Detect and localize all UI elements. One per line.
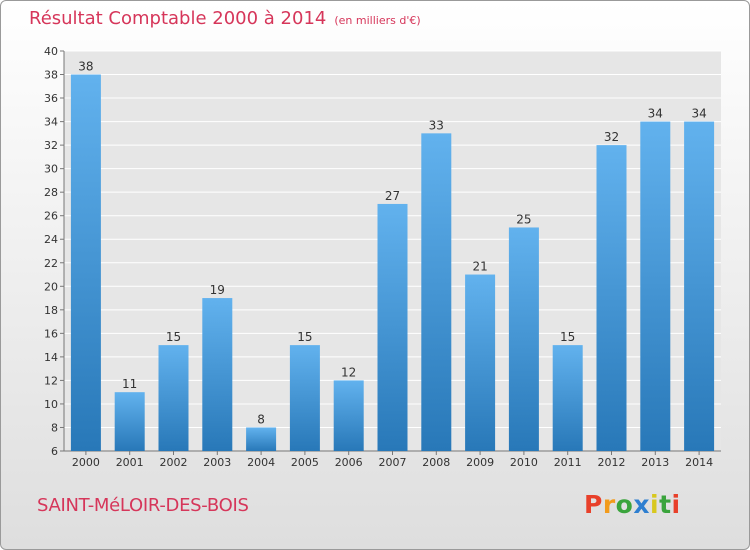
logo-letter: x [633, 490, 650, 519]
logo-letter: P [584, 490, 603, 519]
bar [465, 274, 496, 451]
y-tick-label: 24 [44, 233, 58, 246]
x-tick-label: 2011 [554, 456, 582, 469]
bar [508, 227, 539, 451]
y-tick-label: 8 [51, 421, 58, 434]
bar [552, 345, 583, 451]
bar-value-label: 15 [166, 330, 181, 344]
bar-value-label: 32 [604, 130, 619, 144]
x-tick-label: 2007 [379, 456, 407, 469]
logo-letter: t [659, 490, 672, 519]
bar [202, 298, 233, 451]
bar-value-label: 12 [341, 365, 356, 379]
bar [421, 133, 452, 451]
x-tick-label: 2012 [598, 456, 626, 469]
x-tick-label: 2008 [422, 456, 450, 469]
bar-value-label: 27 [385, 189, 400, 203]
y-tick-label: 22 [44, 257, 58, 270]
y-tick-label: 20 [44, 280, 58, 293]
chart-title-text: Résultat Comptable 2000 à 2014 [29, 8, 327, 29]
y-tick-label: 40 [44, 45, 58, 58]
x-tick-label: 2000 [72, 456, 100, 469]
y-tick-label: 14 [44, 351, 58, 364]
bar-value-label: 33 [429, 118, 444, 132]
y-tick-label: 30 [44, 163, 58, 176]
bar [596, 145, 627, 451]
bar [70, 74, 101, 451]
bar-value-label: 19 [210, 283, 225, 297]
y-tick-label: 16 [44, 327, 58, 340]
bar [684, 121, 715, 452]
bar-value-label: 25 [516, 212, 531, 226]
bar [246, 427, 277, 451]
bar-value-label: 15 [297, 330, 312, 344]
commune-name: SAINT-MéLOIR-DES-BOIS [37, 495, 249, 516]
y-tick-label: 32 [44, 139, 58, 152]
bar-value-label: 38 [78, 60, 93, 74]
x-tick-label: 2009 [466, 456, 494, 469]
x-tick-label: 2004 [247, 456, 275, 469]
bar [158, 345, 189, 451]
bar-value-label: 11 [122, 377, 137, 391]
x-tick-label: 2001 [116, 456, 144, 469]
x-tick-label: 2014 [685, 456, 713, 469]
bar-value-label: 21 [472, 260, 487, 274]
y-tick-label: 26 [44, 210, 58, 223]
logo-letter: r [602, 490, 616, 519]
bar [640, 121, 671, 452]
y-tick-label: 28 [44, 186, 58, 199]
bar [333, 380, 364, 451]
x-tick-label: 2010 [510, 456, 538, 469]
logo-letter: i [671, 490, 681, 519]
y-tick-label: 34 [44, 116, 58, 129]
bar-value-label: 34 [648, 107, 663, 121]
proxiti-logo: Proxiti [584, 490, 681, 522]
bar [289, 345, 320, 451]
bar-value-label: 8 [257, 412, 265, 426]
bar-value-label: 15 [560, 330, 575, 344]
y-tick-label: 6 [51, 445, 58, 458]
y-tick-label: 10 [44, 398, 58, 411]
x-tick-label: 2005 [291, 456, 319, 469]
y-tick-label: 18 [44, 304, 58, 317]
y-tick-label: 12 [44, 374, 58, 387]
x-tick-label: 2002 [160, 456, 188, 469]
chart-title: Résultat Comptable 2000 à 2014 (en millie… [29, 8, 421, 29]
bar [377, 203, 408, 451]
bar-value-label: 34 [691, 107, 706, 121]
bar [114, 392, 145, 451]
x-tick-label: 2013 [641, 456, 669, 469]
y-tick-label: 38 [44, 69, 58, 82]
x-tick-label: 2006 [335, 456, 363, 469]
logo-letter: o [615, 490, 634, 519]
chart-unit: (en milliers d'€) [334, 14, 421, 27]
y-tick-label: 36 [44, 92, 58, 105]
x-tick-label: 2003 [203, 456, 231, 469]
logo-letter: i [650, 490, 660, 519]
